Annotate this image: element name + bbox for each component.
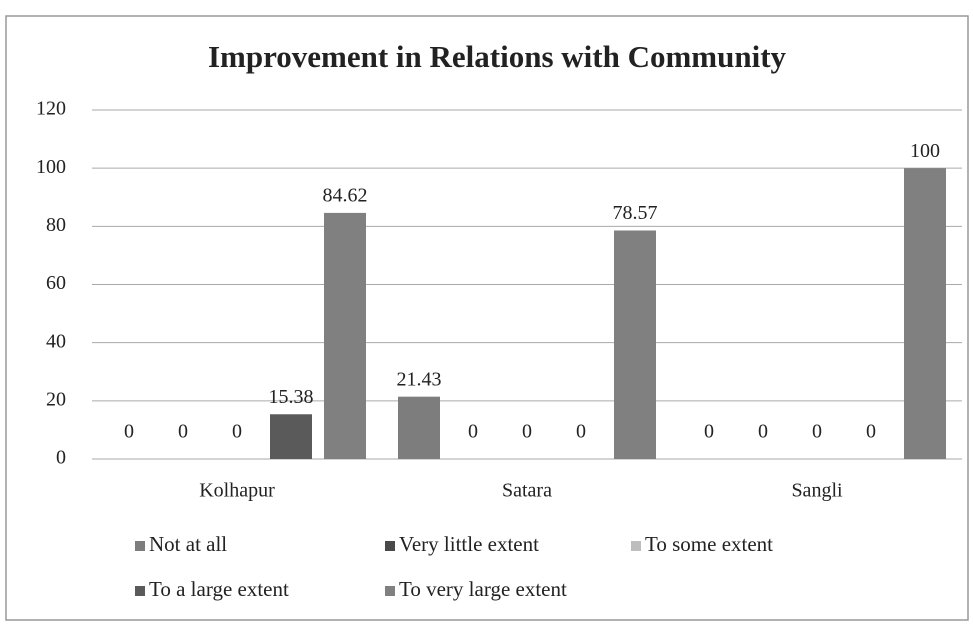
y-tick-label: 120 — [36, 98, 66, 120]
y-tick-label: 100 — [36, 156, 66, 178]
data-label: 0 — [178, 421, 188, 443]
data-label: 15.38 — [269, 386, 314, 408]
y-tick-label: 80 — [46, 214, 66, 236]
x-tick-label: Kolhapur — [199, 480, 275, 502]
x-tick-label: Satara — [502, 480, 552, 502]
legend-text: Very little extent — [399, 532, 539, 556]
data-label: 0 — [232, 421, 242, 443]
bar — [904, 168, 946, 459]
data-label: 0 — [812, 421, 822, 443]
data-label: 0 — [124, 421, 134, 443]
bar — [324, 212, 366, 459]
bar — [270, 414, 312, 459]
data-label: 21.43 — [397, 368, 442, 390]
data-label: 0 — [522, 421, 532, 443]
bar — [614, 230, 656, 459]
chart-title: Improvement in Relations with Community — [208, 39, 787, 74]
y-tick-label: 20 — [46, 388, 66, 410]
data-label: 78.57 — [613, 202, 658, 224]
y-tick-label: 0 — [56, 447, 66, 469]
y-tick-label: 60 — [46, 272, 66, 294]
legend-text: To a large extent — [149, 577, 289, 601]
data-label: 0 — [468, 421, 478, 443]
data-label: 84.62 — [323, 184, 368, 206]
legend-text: Not at all — [149, 532, 227, 556]
data-label: 0 — [866, 421, 876, 443]
bar — [398, 396, 440, 459]
legend-text: To very large extent — [399, 577, 567, 601]
chart-border — [5, 15, 969, 621]
x-tick-label: Sangli — [791, 480, 843, 502]
data-label: 100 — [910, 140, 940, 162]
legend-swatch — [135, 586, 145, 596]
data-label: 0 — [576, 421, 586, 443]
legend-swatch — [385, 541, 395, 551]
legend-swatch — [631, 541, 641, 551]
data-label: 0 — [758, 421, 768, 443]
data-label: 0 — [704, 421, 714, 443]
legend-swatch — [135, 541, 145, 551]
y-tick-label: 40 — [46, 330, 66, 352]
legend-swatch — [385, 586, 395, 596]
legend-text: To some extent — [645, 532, 773, 556]
